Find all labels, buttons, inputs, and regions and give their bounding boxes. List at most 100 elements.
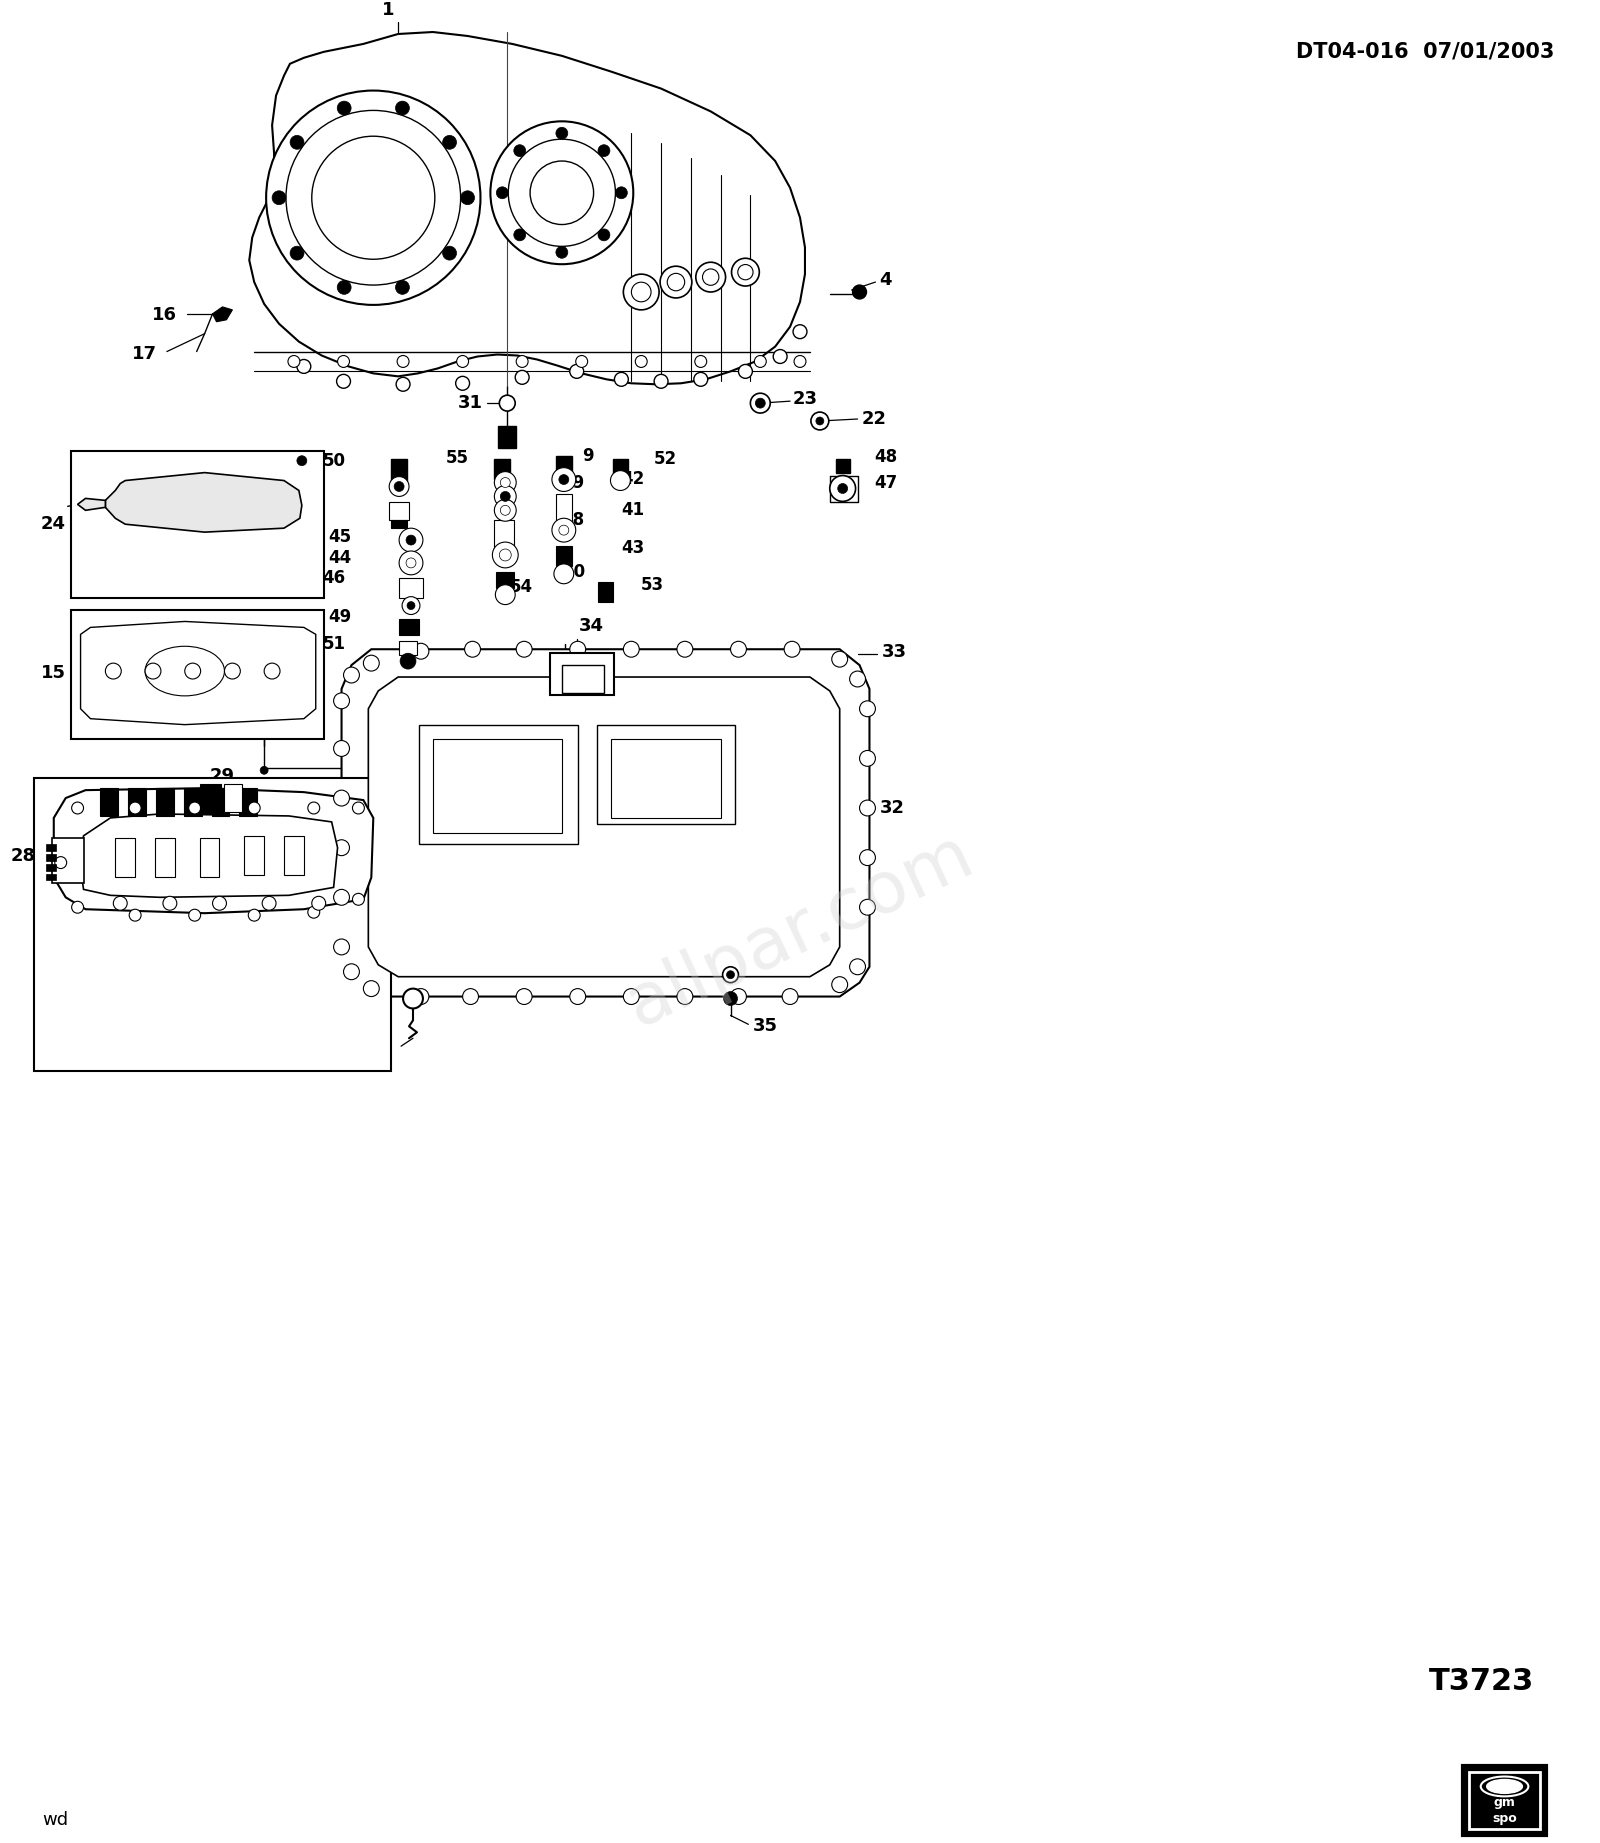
- Bar: [240, 789, 258, 816]
- Text: gm: gm: [1494, 1795, 1515, 1808]
- Circle shape: [290, 247, 304, 260]
- Circle shape: [496, 584, 515, 605]
- Circle shape: [859, 700, 875, 717]
- Circle shape: [515, 370, 530, 385]
- Circle shape: [816, 417, 824, 426]
- Text: 8: 8: [258, 453, 270, 472]
- Bar: [155, 789, 174, 816]
- Circle shape: [552, 518, 576, 542]
- Circle shape: [696, 262, 725, 291]
- Circle shape: [598, 229, 610, 241]
- Circle shape: [731, 641, 747, 658]
- Bar: [70, 452, 323, 597]
- Text: 31: 31: [458, 394, 483, 413]
- Text: 34: 34: [579, 617, 603, 636]
- Circle shape: [406, 601, 414, 610]
- Circle shape: [114, 896, 128, 910]
- Text: 54: 54: [510, 577, 533, 595]
- Circle shape: [726, 971, 734, 979]
- Circle shape: [794, 356, 806, 367]
- Text: DT04-016  07/01/2003: DT04-016 07/01/2003: [1296, 42, 1554, 63]
- Circle shape: [406, 558, 416, 568]
- Circle shape: [570, 641, 586, 658]
- Text: 43: 43: [621, 538, 645, 557]
- Circle shape: [616, 186, 627, 199]
- Bar: [562, 665, 603, 693]
- Text: 48: 48: [875, 448, 898, 466]
- Circle shape: [389, 477, 410, 496]
- Bar: [115, 839, 134, 877]
- Text: 47: 47: [875, 474, 898, 492]
- Text: 9: 9: [582, 446, 594, 464]
- Circle shape: [352, 894, 365, 905]
- Circle shape: [189, 909, 200, 922]
- Bar: [611, 739, 720, 818]
- Bar: [434, 739, 562, 833]
- Text: 39: 39: [562, 474, 586, 492]
- Bar: [128, 789, 146, 816]
- Circle shape: [517, 988, 533, 1004]
- Circle shape: [272, 192, 286, 205]
- Bar: [389, 503, 410, 520]
- Circle shape: [853, 286, 867, 299]
- Bar: [390, 459, 406, 481]
- Circle shape: [501, 477, 510, 488]
- Text: 27: 27: [302, 905, 326, 922]
- Bar: [46, 844, 56, 851]
- Polygon shape: [77, 498, 106, 511]
- Bar: [398, 641, 418, 656]
- Circle shape: [400, 652, 416, 669]
- Circle shape: [635, 356, 646, 367]
- Circle shape: [859, 850, 875, 866]
- Circle shape: [130, 909, 141, 922]
- Circle shape: [395, 280, 410, 295]
- Bar: [224, 783, 242, 813]
- Circle shape: [576, 356, 587, 367]
- Bar: [46, 874, 56, 881]
- Text: 32: 32: [880, 800, 904, 816]
- Text: T3723: T3723: [1429, 1666, 1534, 1696]
- Text: 17: 17: [131, 345, 157, 363]
- Text: 4: 4: [880, 271, 891, 289]
- Circle shape: [661, 265, 691, 299]
- Circle shape: [402, 597, 419, 614]
- Circle shape: [336, 374, 350, 389]
- Text: 1: 1: [382, 2, 395, 18]
- Bar: [200, 839, 219, 877]
- Circle shape: [213, 896, 227, 910]
- Circle shape: [694, 372, 707, 387]
- Circle shape: [334, 741, 349, 756]
- Circle shape: [731, 988, 747, 1004]
- Circle shape: [130, 802, 141, 815]
- Circle shape: [338, 101, 350, 114]
- Circle shape: [514, 229, 526, 241]
- Circle shape: [184, 663, 200, 678]
- Circle shape: [514, 146, 526, 157]
- Circle shape: [298, 455, 307, 466]
- Bar: [498, 426, 517, 448]
- Polygon shape: [80, 621, 315, 724]
- Circle shape: [859, 750, 875, 767]
- Bar: [835, 459, 850, 472]
- Circle shape: [782, 988, 798, 1004]
- Text: 23: 23: [794, 391, 818, 407]
- Circle shape: [106, 663, 122, 678]
- Circle shape: [739, 365, 752, 378]
- Text: 55: 55: [445, 448, 469, 466]
- Circle shape: [443, 135, 456, 149]
- Circle shape: [509, 140, 616, 247]
- Circle shape: [632, 282, 651, 302]
- Circle shape: [694, 356, 707, 367]
- Bar: [283, 835, 304, 875]
- Text: 49: 49: [328, 608, 352, 627]
- Text: spo: spo: [1493, 1812, 1517, 1825]
- Circle shape: [850, 671, 866, 687]
- Text: 22: 22: [861, 409, 886, 428]
- Circle shape: [288, 356, 299, 367]
- Circle shape: [677, 641, 693, 658]
- Circle shape: [146, 663, 162, 678]
- Circle shape: [395, 101, 410, 114]
- Circle shape: [490, 122, 634, 264]
- Bar: [555, 546, 571, 566]
- Bar: [200, 783, 221, 815]
